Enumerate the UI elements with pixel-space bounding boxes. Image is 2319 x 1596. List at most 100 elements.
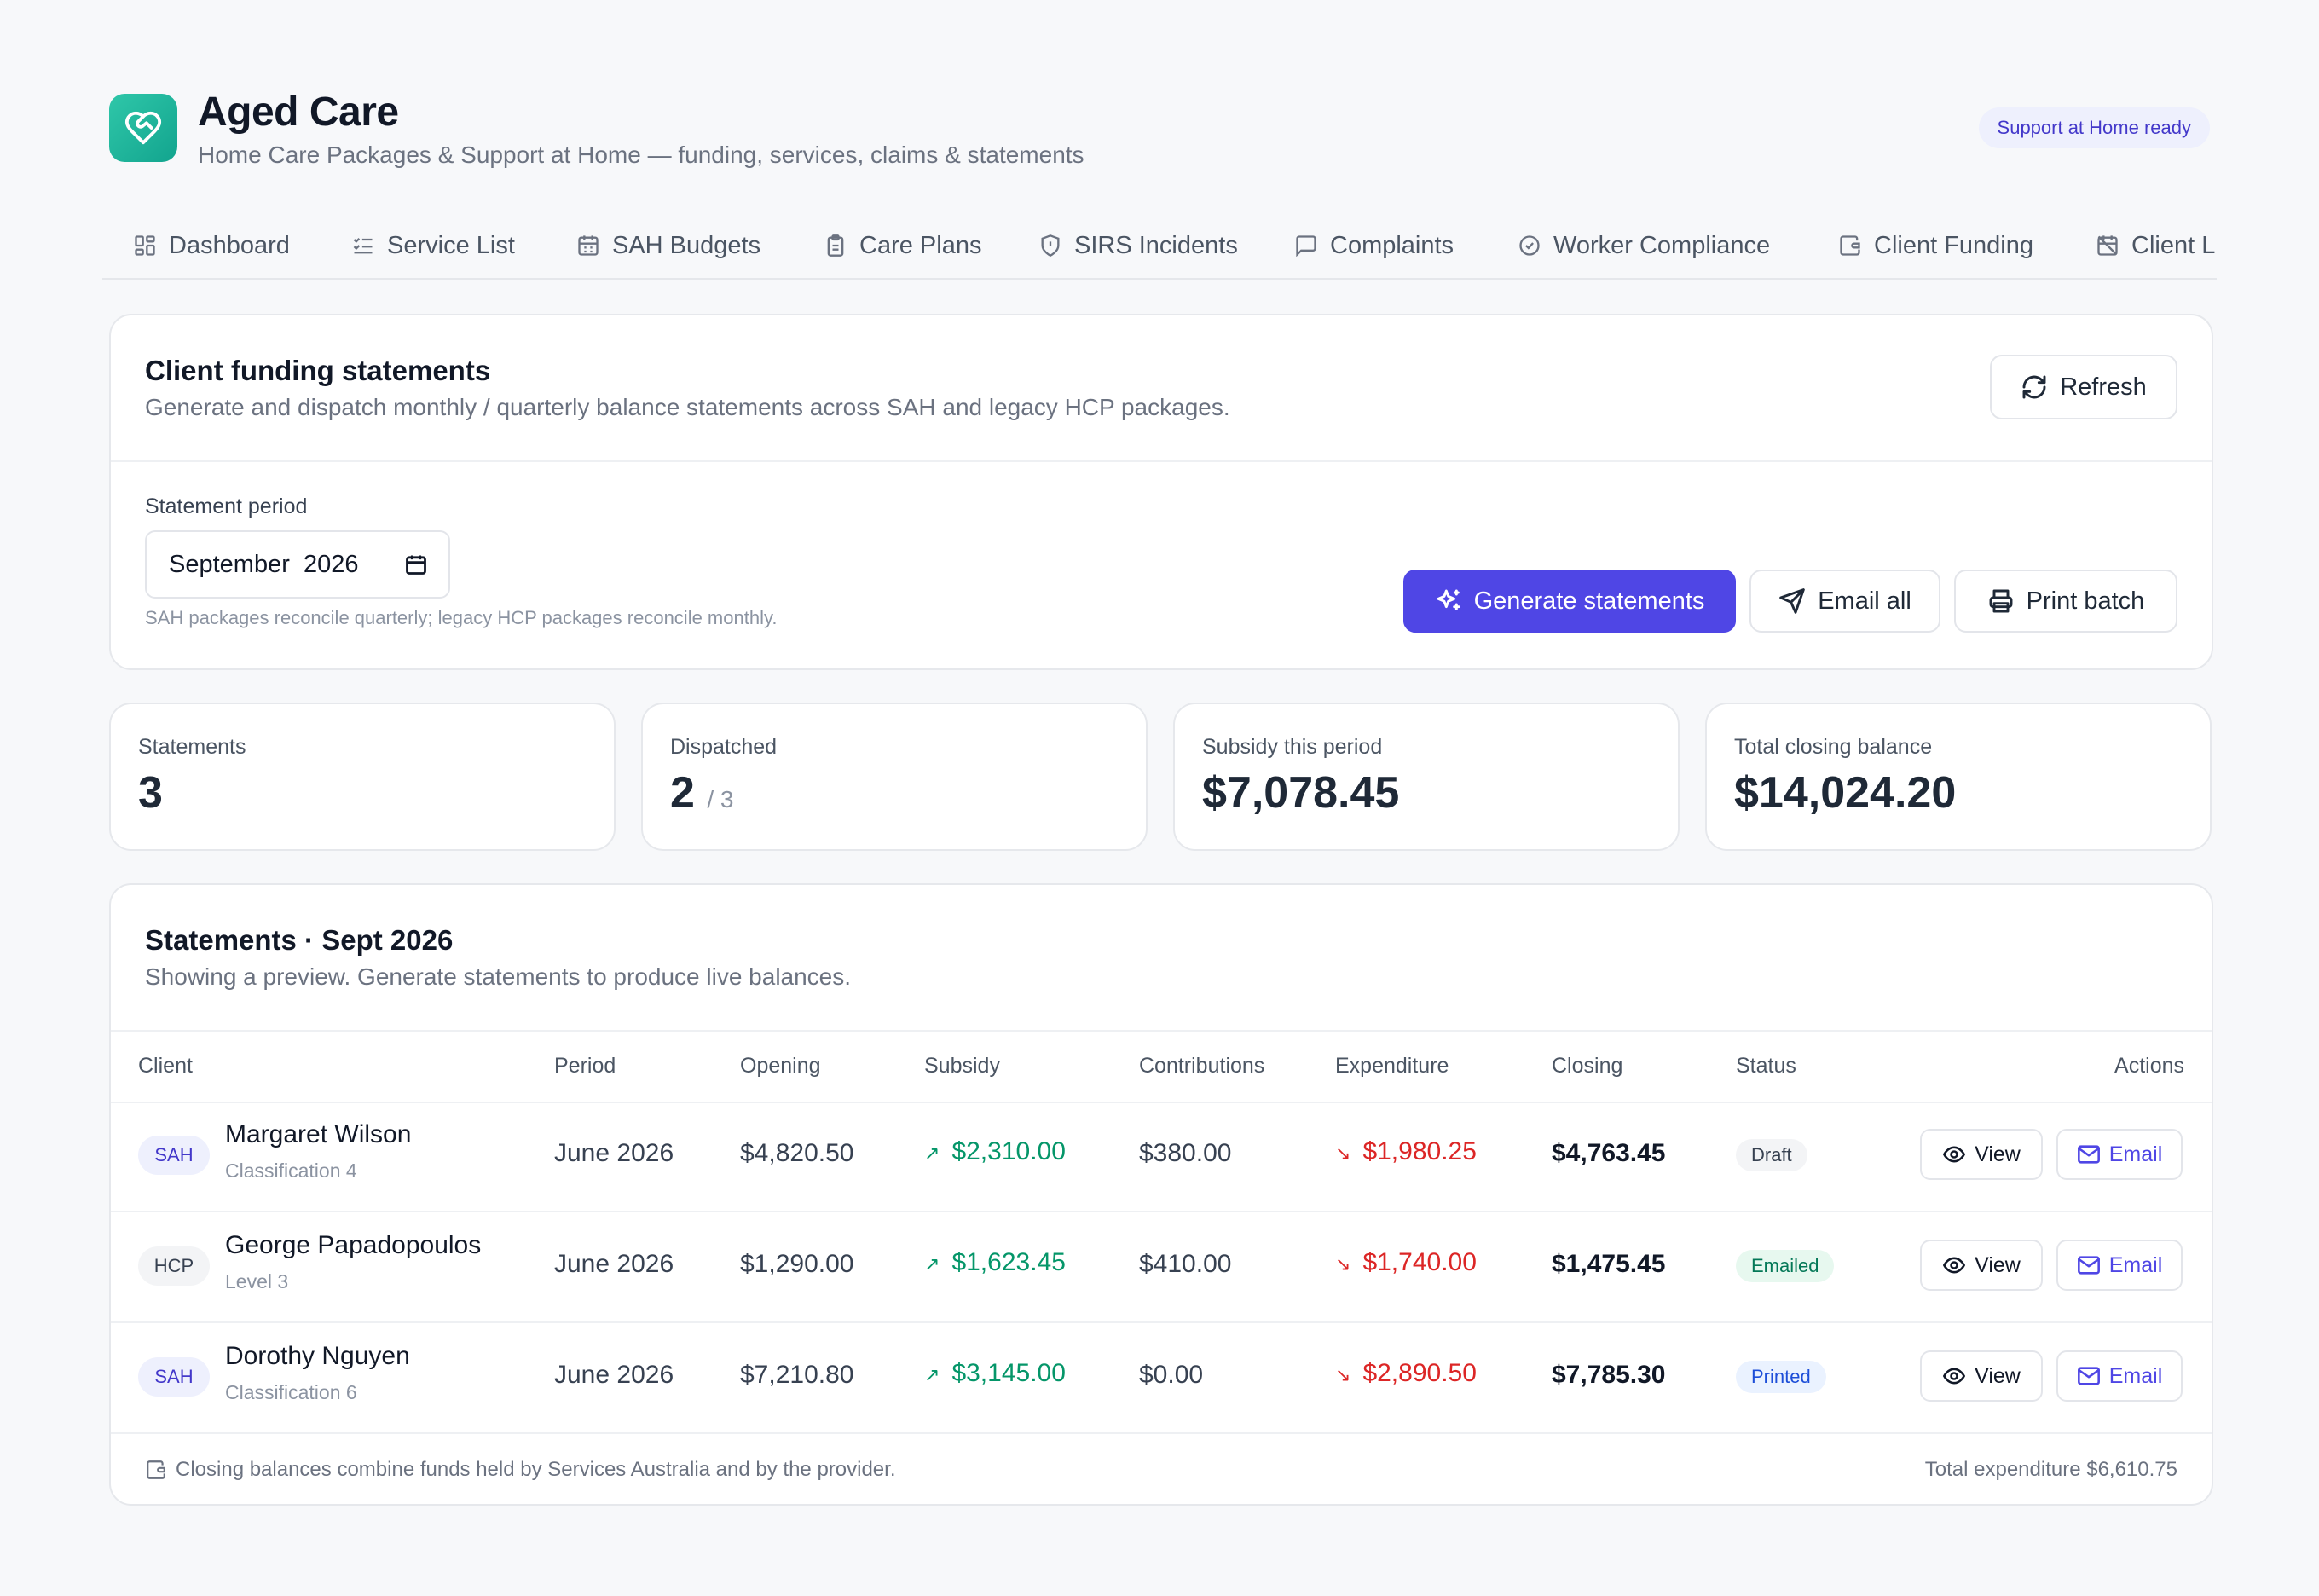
stat-value: 3 [138,768,163,818]
refresh-button[interactable]: Refresh [1990,355,2177,419]
tab-care-plans[interactable]: Care Plans [824,227,981,264]
app-subtitle: Home Care Packages & Support at Home — f… [198,142,1084,168]
stat-card-closing: Total closing balance $14,024.20 [1705,703,2212,851]
email-button[interactable]: Email [2056,1350,2183,1402]
check-circle-icon [1519,235,1540,256]
period-label: Statement period [145,494,308,518]
tab-dashboard[interactable]: Dashboard [133,227,290,264]
arrow-up-right-icon: ↗ [924,1142,940,1164]
email-label: Email [2108,1363,2163,1388]
th-subsidy: Subsidy [924,1054,1000,1078]
generate-statements-button[interactable]: Generate statements [1403,570,1736,633]
refresh-label: Refresh [2060,373,2147,401]
statements-table-card: Statements · Sept 2026 Showing a preview… [109,883,2213,1506]
mail-icon [2077,1367,2100,1385]
status-badge: Printed [1736,1361,1826,1393]
print-batch-button[interactable]: Print batch [1954,570,2177,633]
subsidy-cell: ↗ $3,145.00 [924,1359,1066,1387]
table-row: SAH Dorothy Nguyen Classification 6 June… [111,1321,2212,1434]
view-label: View [1975,1142,2021,1166]
tab-sirs-incidents[interactable]: SIRS Incidents [1038,227,1238,264]
calendar-icon [578,235,599,256]
table-description: Showing a preview. Generate statements t… [145,963,852,990]
period-cell: June 2026 [554,1361,674,1389]
closing-cell: $1,475.45 [1552,1250,1666,1278]
email-button[interactable]: Email [2056,1240,2183,1291]
view-button[interactable]: View [1920,1129,2043,1180]
th-contributions: Contributions [1139,1054,1265,1078]
package-badge: SAH [138,1136,210,1175]
table-footer: Closing balances combine funds held by S… [111,1436,2212,1504]
mail-icon [2077,1145,2100,1164]
client-level: Classification 4 [225,1159,357,1182]
period-input[interactable]: September 2026 [145,530,450,598]
email-all-button[interactable]: Email all [1749,570,1940,633]
period-cell: June 2026 [554,1250,674,1278]
tab-complaints[interactable]: Complaints [1294,227,1454,264]
refresh-icon [2022,375,2046,399]
closing-cell: $4,763.45 [1552,1139,1666,1167]
period-hint: SAH packages reconcile quarterly; legacy… [145,607,778,628]
tab-label: Worker Compliance [1553,231,1771,259]
status-badge: Emailed [1736,1250,1835,1282]
period-value: September 2026 [169,550,359,578]
footer-total: Total expenditure $6,610.75 [1924,1458,2177,1481]
view-label: View [1975,1363,2021,1388]
calendar-icon[interactable] [404,552,428,576]
th-client: Client [138,1054,193,1078]
tab-bar: Dashboard Service List SAH Budgets Care … [102,217,2217,280]
eye-icon [1943,1368,1966,1385]
footer-note: Closing balances combine funds held by S… [145,1458,896,1482]
table-header: Client Period Opening Subsidy Contributi… [111,1030,2212,1103]
wallet-icon [147,1460,165,1479]
tab-worker-compliance[interactable]: Worker Compliance [1518,227,1770,264]
dispatched-total: / 3 [707,786,734,812]
subsidy-cell: ↗ $2,310.00 [924,1137,1066,1165]
tab-label: Complaints [1330,231,1454,259]
stat-card-subsidy: Subsidy this period $7,078.45 [1173,703,1680,851]
status-badge: Draft [1736,1139,1807,1171]
tab-client-l[interactable]: Client L [2096,227,2215,264]
package-badge: SAH [138,1357,210,1396]
stat-card-statements: Statements 3 [109,703,616,851]
closing-cell: $7,785.30 [1552,1361,1666,1389]
tab-label: Dashboard [169,231,290,259]
stat-label: Total closing balance [1734,735,1933,759]
th-expenditure: Expenditure [1335,1054,1449,1078]
app-header: Aged Care Home Care Packages & Support a… [109,89,2210,182]
calendar-off-icon [2097,235,2118,256]
table-row: SAH Margaret Wilson Classification 4 Jun… [111,1100,2212,1212]
stat-label: Subsidy this period [1202,735,1383,759]
mail-icon [2077,1256,2100,1275]
tab-service-list[interactable]: Service List [351,227,515,264]
sparkles-icon [1437,589,1460,610]
arrow-up-right-icon: ↗ [924,1364,940,1385]
contributions-cell: $410.00 [1139,1250,1232,1278]
divider [111,460,2212,462]
clipboard-icon [827,234,844,257]
tab-sah-budgets[interactable]: SAH Budgets [576,227,760,264]
email-button[interactable]: Email [2056,1129,2183,1180]
stat-label: Dispatched [670,735,778,759]
status-badge: Support at Home ready [1978,107,2210,148]
stat-card-dispatched: Dispatched 2 / 3 [641,703,1148,851]
card-description: Generate and dispatch monthly / quarterl… [145,394,1230,420]
heart-handshake-icon [109,94,177,162]
view-button[interactable]: View [1920,1350,2043,1402]
tab-label: Client Funding [1874,231,2033,259]
tab-label: Client L [2131,231,2216,259]
client-level: Classification 6 [225,1381,357,1403]
generate-label: Generate statements [1473,587,1705,615]
opening-cell: $7,210.80 [740,1361,854,1389]
tab-client-funding[interactable]: Client Funding [1838,227,2033,264]
package-badge: HCP [138,1246,210,1286]
send-icon [1779,588,1806,614]
client-level: Level 3 [225,1270,289,1292]
arrow-down-right-icon: ↘ [1335,1364,1351,1385]
stat-label: Statements [138,735,246,759]
view-button[interactable]: View [1920,1240,2043,1291]
card-title: Client funding statements [145,355,491,386]
eye-icon [1943,1257,1966,1274]
stat-value: $14,024.20 [1734,768,1957,818]
dispatched-count: 2 [670,768,695,818]
